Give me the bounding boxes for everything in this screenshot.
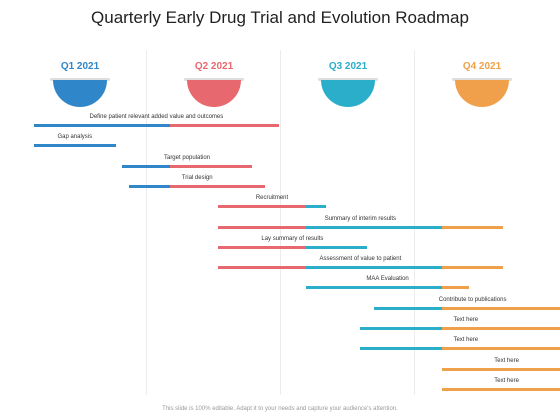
task-bar-segment	[360, 347, 442, 351]
task-label: Text here	[453, 337, 479, 344]
task-label: Summary of interim results	[324, 215, 397, 222]
task-bar-segment	[442, 367, 560, 371]
task-bar-segment	[217, 266, 306, 270]
footer-note: This slide is 100% editable. Adapt it to…	[162, 406, 398, 412]
task-bar-segment	[306, 266, 442, 270]
quarter-marker-base	[318, 78, 378, 81]
task-bar-segment	[442, 387, 560, 391]
task-label: MAA Evaluation	[366, 276, 409, 283]
task-bar-segment	[306, 286, 442, 290]
task-bar-segment	[442, 347, 560, 351]
task-label: Text here	[494, 377, 519, 384]
task-label: Contribute to publications	[438, 296, 507, 303]
quarter-marker-base	[452, 78, 512, 81]
task-bar-segment	[306, 245, 368, 249]
task-bar-segment	[306, 225, 442, 229]
task-label: Assessment of value to patient	[319, 256, 402, 263]
task-label: Trial design	[181, 174, 213, 181]
task-bar-segment	[34, 124, 170, 127]
quarter-divider	[146, 50, 147, 395]
task-bar-segment	[217, 245, 306, 249]
task-label: Define patient relevant added value and …	[89, 114, 224, 120]
task-label: Lay summary of results	[261, 235, 324, 242]
task-bar-segment	[360, 327, 442, 330]
task-bar-segment	[34, 144, 116, 148]
task-label: Target population	[163, 154, 211, 161]
task-bar-segment	[217, 205, 306, 209]
task-bar-segment	[442, 225, 504, 229]
quarter-marker	[187, 80, 241, 107]
task-bar-segment	[122, 164, 170, 168]
quarter-marker	[53, 80, 107, 107]
task-label: Text here	[453, 317, 479, 323]
quarter-marker	[455, 80, 509, 107]
quarter-marker-base	[184, 78, 244, 81]
quarter-marker	[321, 80, 375, 107]
task-bar-segment	[306, 205, 327, 209]
task-bar-segment	[217, 225, 306, 229]
quarter-marker-base	[50, 78, 110, 81]
task-bar-segment	[129, 184, 170, 188]
task-bar-segment	[442, 306, 560, 310]
task-bar-segment	[442, 327, 560, 330]
task-bar-segment	[442, 286, 470, 290]
task-label: Recruitment	[255, 195, 289, 202]
task-label: Gap analysis	[57, 134, 93, 141]
task-label: Text here	[494, 357, 519, 364]
quarter-label: Q1 2021	[60, 61, 100, 72]
quarter-divider	[414, 50, 415, 395]
task-bar-segment	[170, 164, 252, 168]
quarter-divider	[280, 50, 281, 395]
task-bar-segment	[170, 184, 266, 188]
quarter-label: Q4 2021	[462, 61, 502, 72]
task-bar-segment	[374, 306, 442, 310]
quarter-label: Q3 2021	[328, 61, 368, 72]
quarter-label: Q2 2021	[194, 61, 234, 72]
page-title: Quarterly Early Drug Trial and Evolution…	[91, 8, 469, 27]
task-bar-segment	[442, 266, 504, 270]
task-bar-segment	[170, 124, 279, 127]
